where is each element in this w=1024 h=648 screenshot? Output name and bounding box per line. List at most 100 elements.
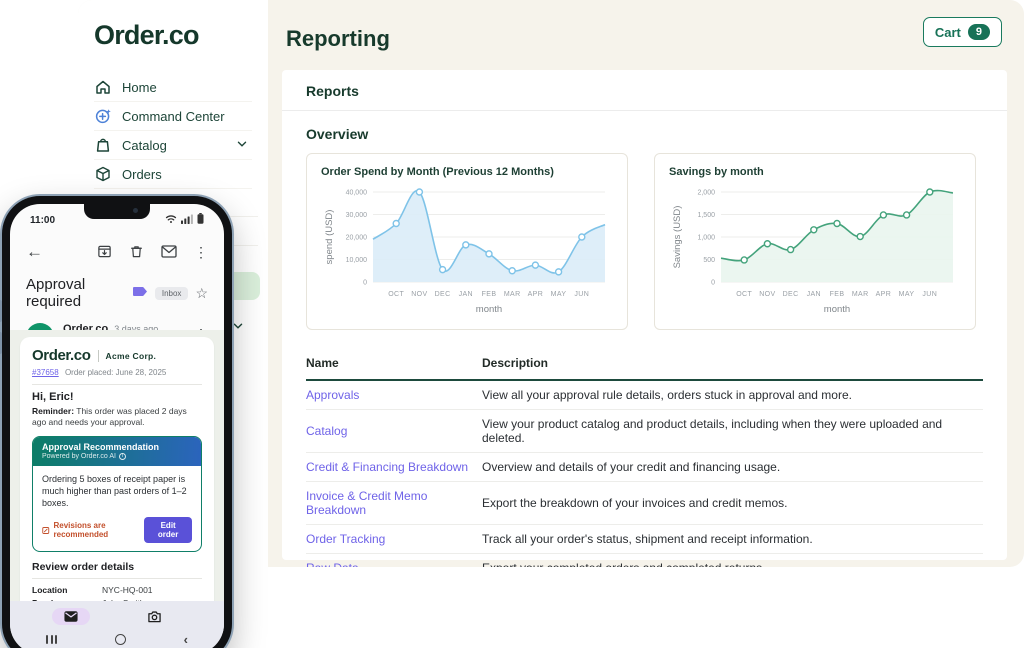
company-name: Acme Corp. — [105, 350, 157, 361]
report-description: View your product catalog and product de… — [482, 409, 983, 453]
sidebar-item-label: Orders — [122, 166, 162, 182]
camera-button[interactable] — [147, 610, 162, 623]
recommendation-body: Ordering 5 boxes of receipt paper is muc… — [42, 473, 187, 509]
sidebar-item-orders[interactable]: Orders — [94, 160, 252, 189]
review-row: PurchaserJohn Smith — [32, 598, 202, 601]
chevron-down-icon[interactable] — [234, 136, 252, 154]
email-body: Order.co Acme Corp. #37658 Order placed:… — [10, 330, 224, 601]
reports-header: Reports — [282, 70, 1007, 111]
svg-text:FEB: FEB — [482, 291, 497, 298]
phone-status-bar: 11:00 — [10, 204, 224, 231]
phone-notch — [84, 204, 150, 219]
table-row: Approvals View all your approval rule det… — [306, 380, 983, 410]
order-spend-chart-card: Order Spend by Month (Previous 12 Months… — [306, 153, 628, 330]
reports-table: Name Description Approvals View all your … — [306, 348, 983, 567]
table-row: Order Tracking Track all your order's sta… — [306, 524, 983, 554]
recent-apps-button[interactable] — [46, 635, 57, 644]
report-description: View all your approval rule details, ord… — [482, 380, 983, 410]
divider — [97, 349, 99, 362]
orderco-logo: Order.co — [94, 20, 199, 50]
email-brand-logo: Order.co — [32, 347, 91, 364]
svg-text:MAR: MAR — [504, 291, 521, 298]
command-center-icon — [94, 107, 112, 125]
svg-text:FEB: FEB — [830, 291, 845, 298]
home-gesture-button[interactable] — [114, 634, 126, 645]
svg-text:10,000: 10,000 — [346, 257, 368, 264]
svg-text:MAY: MAY — [899, 291, 915, 298]
report-description: Export the breakdown of your invoices an… — [482, 481, 983, 525]
more-options-icon[interactable]: ⋮ — [194, 243, 208, 260]
sidebar-item-catalog[interactable]: Catalog — [94, 131, 252, 160]
chart-title: Order Spend by Month (Previous 12 Months… — [321, 166, 554, 178]
sidebar-item-command-center[interactable]: Command Center — [94, 102, 252, 131]
mail-toolbar: ← ⋮ — [10, 231, 224, 266]
savings-chart-card: Savings by month 0 500 1,000 1,500 2,000 OCT N… — [654, 153, 976, 330]
mail-icon[interactable] — [161, 245, 177, 258]
reports-panel: Reports Overview Order Spend by Month (P… — [282, 70, 1007, 567]
report-link[interactable]: Approvals — [306, 388, 360, 402]
star-icon[interactable]: ☆ — [195, 285, 208, 301]
svg-text:20,000: 20,000 — [346, 235, 368, 242]
order-number-link[interactable]: #37658 — [32, 368, 59, 377]
approval-recommendation-card: Approval Recommendation Powered by Order… — [32, 435, 202, 553]
email-timestamp: 3 days ago — [114, 324, 159, 334]
svg-text:2,000: 2,000 — [697, 190, 715, 197]
back-icon[interactable]: ← — [26, 242, 43, 261]
status-time: 11:00 — [30, 214, 56, 226]
svg-text:0: 0 — [711, 280, 715, 287]
report-link[interactable]: Credit & Financing Breakdown — [306, 460, 469, 474]
svg-text:30,000: 30,000 — [346, 212, 368, 219]
battery-icon — [197, 211, 204, 229]
table-row: Raw Data Export your completed orders and… — [306, 553, 983, 567]
orders-box-icon — [94, 165, 112, 183]
mail-app-button[interactable] — [52, 608, 90, 625]
svg-text:40,000: 40,000 — [346, 190, 368, 197]
powered-by-label: Powered by Order.co AI i — [42, 452, 192, 460]
svg-text:APR: APR — [528, 291, 544, 298]
svg-text:OCT: OCT — [736, 291, 752, 298]
delete-icon[interactable] — [129, 244, 144, 259]
review-row: Location NYC-HQ-001 — [32, 585, 153, 596]
column-header-name: Name — [306, 348, 482, 381]
back-gesture-button[interactable]: ‹ — [183, 632, 188, 647]
svg-text:NOV: NOV — [759, 291, 775, 298]
report-link[interactable]: Catalog — [306, 424, 348, 438]
chart-title: Savings by month — [669, 166, 764, 178]
svg-text:MAR: MAR — [852, 291, 869, 298]
table-row: Credit & Financing Breakdown Overview and… — [306, 452, 983, 482]
edit-note-icon — [42, 526, 50, 534]
svg-text:MAY: MAY — [551, 291, 567, 298]
camera-icon — [148, 611, 161, 623]
email-subject-row: Approval required Inbox ☆ — [10, 266, 224, 314]
email-card: Order.co Acme Corp. #37658 Order placed:… — [20, 337, 214, 601]
info-icon: i — [118, 452, 126, 460]
charts-row: Order Spend by Month (Previous 12 Months… — [282, 153, 1007, 330]
inbox-chip[interactable]: Inbox — [154, 286, 189, 300]
svg-text:JAN: JAN — [459, 291, 473, 298]
edit-order-button[interactable]: Edit order — [144, 517, 192, 544]
svg-text:JUN: JUN — [922, 291, 937, 298]
page-title: Reporting — [286, 26, 390, 51]
report-link[interactable]: Order Tracking — [306, 532, 386, 546]
phone-nav-bar: ‹ — [10, 601, 224, 648]
svg-text:DEC: DEC — [783, 291, 799, 298]
label-tag-icon — [132, 284, 148, 302]
volume-button — [0, 300, 2, 322]
sidebar-item-label: Home — [122, 79, 157, 95]
volume-button — [0, 332, 2, 354]
svg-text:APR: APR — [876, 291, 892, 298]
svg-text:DEC: DEC — [435, 291, 451, 298]
report-link[interactable]: Raw Data — [306, 561, 359, 567]
sidebar-item-home[interactable]: Home — [94, 73, 252, 102]
archive-icon[interactable] — [97, 244, 112, 259]
revisions-flag: Revisions are recommended — [42, 521, 144, 539]
sidebar-item-label: Command Center — [122, 108, 225, 124]
phone-screen: 11:00 ← — [10, 204, 224, 648]
cart-button[interactable]: Cart 9 — [922, 17, 1002, 47]
report-link[interactable]: Invoice & Credit Memo Breakdown — [306, 489, 428, 517]
svg-text:0: 0 — [363, 280, 367, 287]
sidebar-item-label: Catalog — [122, 137, 167, 153]
table-row: Catalog View your product catalog and pro… — [306, 409, 983, 453]
chevron-down-icon[interactable] — [230, 318, 246, 334]
